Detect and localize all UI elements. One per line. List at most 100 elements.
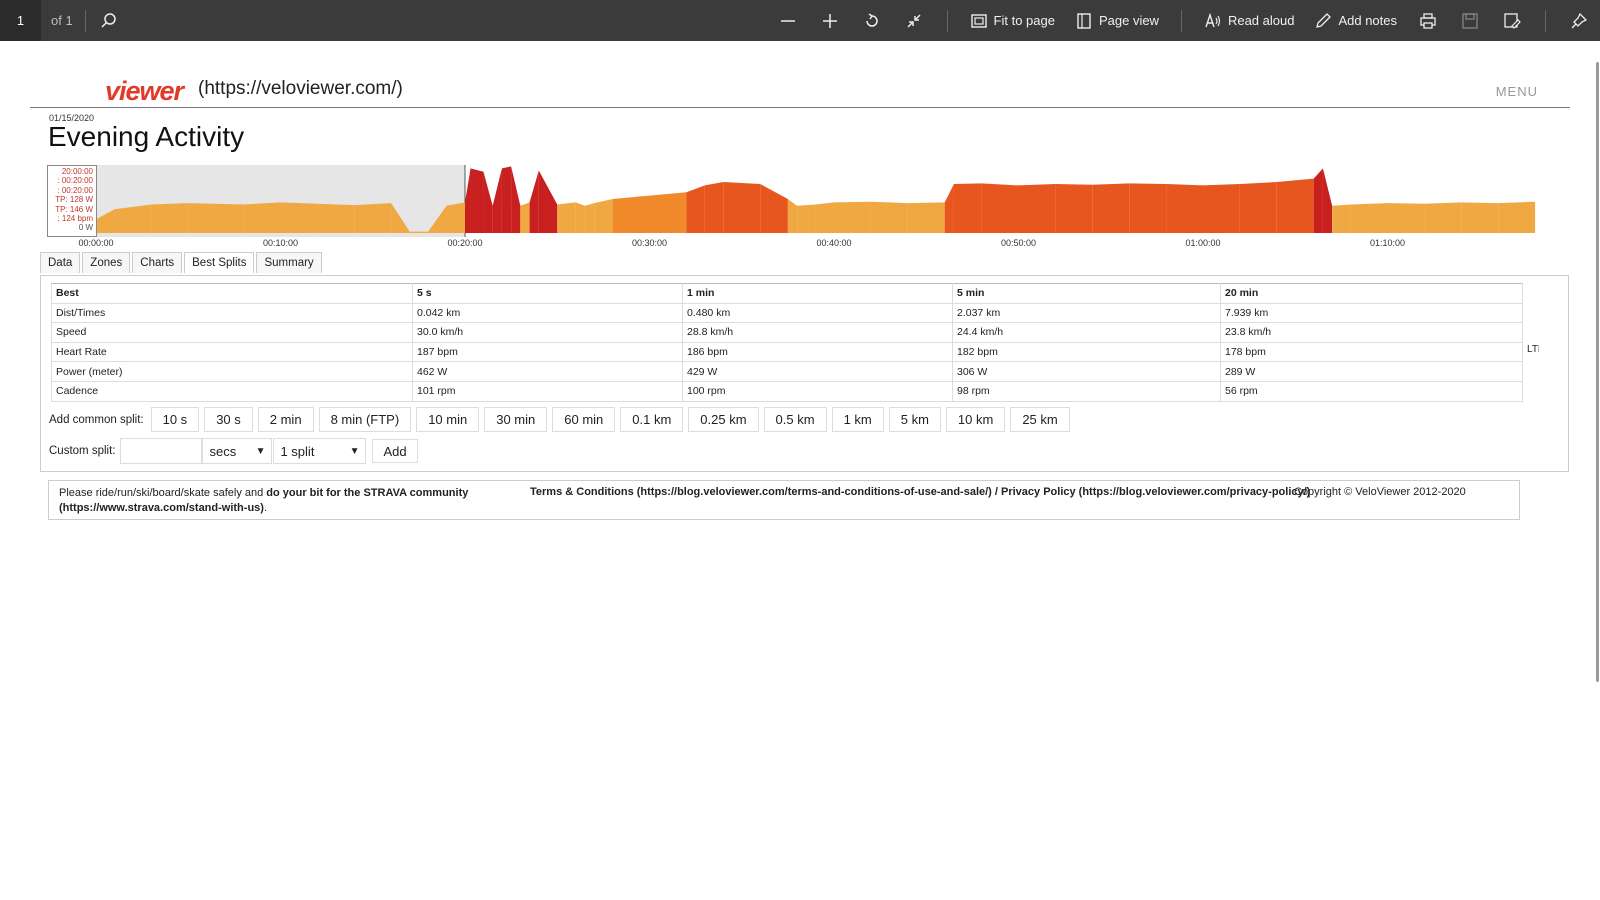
page-number-input[interactable]: 1 [0,0,41,41]
row-label: Power (meter) [51,361,413,382]
menu-link[interactable]: MENU [1495,84,1538,99]
terms-privacy-links[interactable]: Terms & Conditions (https://blog.velovie… [530,486,1311,498]
search-icon[interactable] [98,10,120,32]
profile-segment [1018,184,1056,233]
page-view-button[interactable]: Page view [1065,0,1169,41]
page-view-label: Page view [1098,13,1159,28]
table-cell: 101 rpm [412,380,683,402]
split-count-value: 1 split [280,443,315,459]
page-footer: Please ride/run/ski/board/skate safely a… [48,480,1520,520]
fit-to-page-button[interactable]: Fit to page [960,0,1065,41]
profile-segment [870,201,908,233]
profile-segment [1332,204,1351,233]
profile-segment [907,202,945,233]
tab-summary[interactable]: Summary [256,252,322,273]
tab-charts[interactable]: Charts [132,252,183,273]
split-button-10min[interactable]: 10 min [416,407,480,432]
split-button-0-1km[interactable]: 0.1 km [620,407,684,432]
split-button-1km[interactable]: 1 km [831,407,884,432]
strava-url-link[interactable]: (https://www.strava.com/stand-with-us) [59,502,264,514]
legend-line: TP: 128 W [55,195,93,205]
tab-zones[interactable]: Zones [82,252,131,273]
toolbar-divider [1545,9,1546,32]
pdf-toolbar: 1 of 1 Fit to page Page view Read alou [0,0,1600,41]
table-cell: 100 rpm [682,380,953,402]
split-button-0-25km[interactable]: 0.25 km [688,407,759,432]
add-notes-button[interactable]: Add notes [1304,0,1407,41]
column-header[interactable]: 5 min [952,283,1221,304]
custom-split-input[interactable] [120,438,203,464]
split-unit-select[interactable]: secs ▼ [202,438,273,464]
profile-segment [409,231,429,233]
table-cell: 0.042 km [412,302,683,324]
save-as-icon[interactable] [1491,0,1533,41]
column-header[interactable]: Best [51,283,413,304]
profile-segment [1166,184,1203,233]
x-axis-tick-label: 01:10:00 [1369,238,1406,248]
best-splits-table: Best 5 s 1 min 5 min 20 min Dist/Times 0… [51,283,1523,402]
read-aloud-button[interactable]: Read aloud [1194,0,1305,41]
table-cell: 182 bpm [952,341,1221,363]
column-header[interactable]: 20 min [1220,283,1523,304]
split-count-select[interactable]: 1 split ▼ [273,438,367,464]
split-button-0-5km[interactable]: 0.5 km [763,407,827,432]
profile-segment [483,171,493,233]
split-button-25km[interactable]: 25 km [1010,407,1070,432]
profile-segment [492,168,502,233]
print-icon[interactable] [1407,0,1449,41]
x-axis-tick-label: 00:40:00 [816,238,852,248]
table-cell: 30.0 km/h [412,322,683,343]
profile-chart-svg[interactable] [47,165,1570,237]
activity-profile-chart[interactable]: 20:00:00 : 00:20:00 : 00:20:00 TP: 128 W… [47,165,1570,255]
rotate-icon[interactable] [851,0,893,41]
split-button-60min[interactable]: 60 min [552,407,616,432]
split-button-8min-ftp[interactable]: 8 min (FTP) [318,407,412,432]
fit-to-page-label: Fit to page [993,13,1055,28]
profile-segment [1461,202,1499,233]
profile-segment [511,166,521,233]
row-label: Speed [51,322,413,343]
profile-segment [723,182,761,233]
split-button-5km[interactable]: 5 km [888,407,941,432]
strava-community-link[interactable]: do your bit for the STRAVA community [266,487,469,499]
profile-segment [1239,182,1277,233]
legend-line: 20:00:00 [61,167,93,176]
split-button-10s[interactable]: 10 s [150,407,200,432]
profile-segment [584,203,595,233]
column-header[interactable]: 5 s [412,283,683,304]
legend-line: : 00:20:00 [57,176,93,186]
split-button-30s[interactable]: 30 s [204,407,253,432]
x-axis-tick-label: 00:20:00 [447,238,483,248]
x-axis-tick-label: 01:00:00 [1185,238,1221,248]
x-axis-tick-label: 00:00:00 [78,238,114,248]
profile-segment [354,203,392,233]
veloviewer-logo[interactable]: viewer [105,76,184,106]
profile-segment [114,204,152,233]
tab-data[interactable]: Data [40,252,81,273]
profile-segment [391,203,410,233]
copyright: Copyright © VeloViewer 2012-2020 [1294,486,1466,498]
site-url[interactable]: (https://veloviewer.com/) [198,78,403,99]
pin-icon[interactable] [1558,0,1600,41]
zoom-out-icon[interactable] [767,0,809,41]
split-button-10km[interactable]: 10 km [945,407,1006,432]
table-row: Dist/Times 0.042 km 0.480 km 2.037 km 7.… [51,302,1523,324]
tab-best-splits[interactable]: Best Splits [184,252,255,273]
profile-segment [96,209,115,233]
collapse-icon[interactable] [893,0,935,41]
add-split-button[interactable]: Add [372,439,418,463]
table-row: Heart Rate 187 bpm 186 bpm 182 bpm 178 b… [51,341,1523,363]
scrollbar-thumb[interactable] [1596,62,1599,682]
split-button-30min[interactable]: 30 min [484,407,548,432]
legend-line: : 00:20:00 [57,185,93,195]
page-count-label: of 1 [51,13,73,28]
profile-segment [243,202,281,233]
table-cell: 7.939 km [1220,302,1523,324]
pen-icon [1316,12,1332,28]
split-button-2min[interactable]: 2 min [257,407,314,432]
column-header[interactable]: 1 min [682,283,953,304]
zoom-in-icon[interactable] [809,0,851,41]
profile-segment [1424,202,1462,233]
save-icon[interactable] [1449,0,1491,41]
custom-split-row: Custom split: secs ▼ 1 split ▼ Add [49,438,418,464]
